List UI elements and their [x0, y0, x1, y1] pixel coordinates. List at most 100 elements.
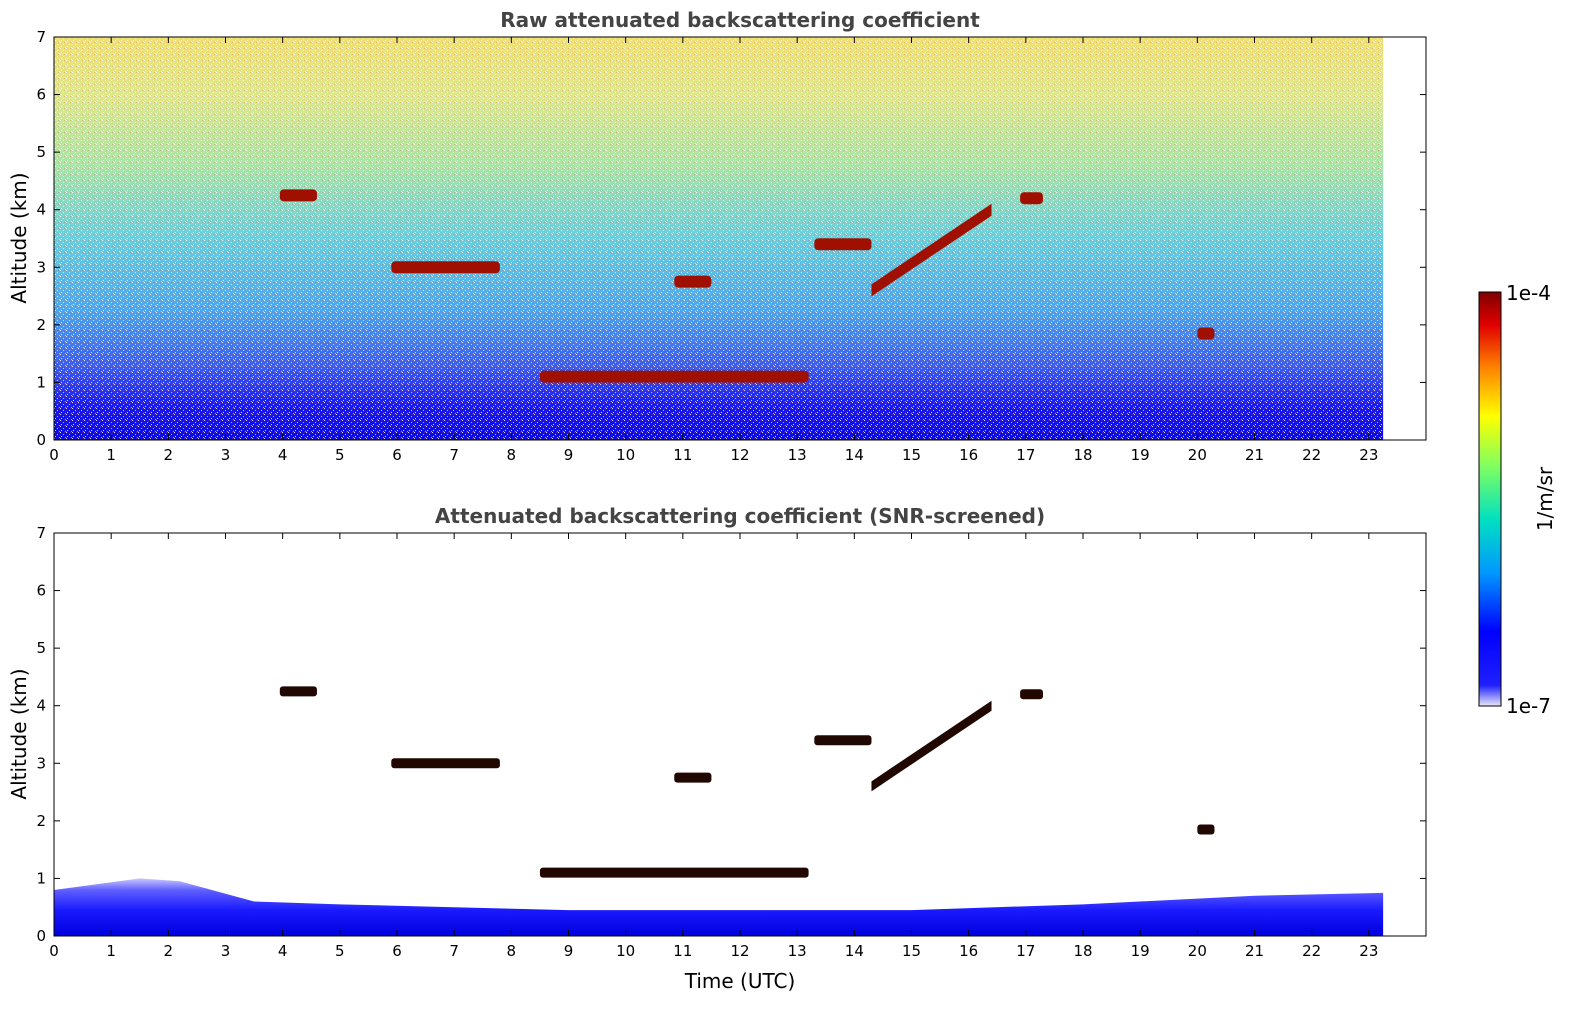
screened-cloud-layer — [674, 772, 712, 783]
screened-x-tick-label: 23 — [1359, 942, 1378, 960]
raw-features — [279, 189, 1215, 383]
screened-y-tick-label: 2 — [36, 812, 46, 830]
screened-x-tick-label: 12 — [730, 942, 749, 960]
screened-cloud-layer — [539, 867, 809, 878]
raw-x-tick-label: 10 — [616, 446, 635, 464]
screened-x-tick-label: 4 — [278, 942, 288, 960]
colorbar-min-label: 1e-7 — [1506, 694, 1551, 718]
screened-x-tick-label: 22 — [1302, 942, 1321, 960]
raw-y-tick-label: 3 — [36, 258, 46, 276]
screened-x-tick-label: 3 — [221, 942, 231, 960]
raw-y-tick-label: 5 — [36, 143, 46, 161]
raw-x-tick-label: 3 — [221, 446, 231, 464]
screened-x-tick-label: 16 — [959, 942, 978, 960]
colorbar-gradient — [1478, 291, 1502, 707]
raw-x-tick-label: 20 — [1188, 446, 1207, 464]
raw-x-tick-label: 23 — [1359, 446, 1378, 464]
panel-raw: Raw attenuated backscattering coefficien… — [7, 8, 1427, 464]
raw-x-tick-label: 21 — [1245, 446, 1264, 464]
raw-y-tick-label: 0 — [36, 431, 46, 449]
raw-x-tick-label: 4 — [278, 446, 288, 464]
raw-x-tick-label: 13 — [788, 446, 807, 464]
screened-x-tick-label: 11 — [673, 942, 692, 960]
screened-y-tick-label: 6 — [36, 582, 46, 600]
raw-x-tick-label: 11 — [673, 446, 692, 464]
panel-raw-ylabel: Altitude (km) — [7, 172, 31, 303]
screened-x-tick-label: 1 — [106, 942, 116, 960]
raw-y-axis: 0 1 2 3 4 5 6 7 — [36, 28, 1426, 449]
screened-x-tick-label: 5 — [335, 942, 345, 960]
raw-x-tick-label: 16 — [959, 446, 978, 464]
raw-cloud-layer — [539, 370, 809, 383]
raw-x-tick-label: 17 — [1016, 446, 1035, 464]
screened-y-tick-label: 4 — [36, 697, 46, 715]
screened-x-tick-label: 17 — [1016, 942, 1035, 960]
screened-x-tick-label: 10 — [616, 942, 635, 960]
screened-x-tick-label: 20 — [1188, 942, 1207, 960]
screened-cloud-layer — [1197, 824, 1215, 835]
screened-x-tick-label: 2 — [164, 942, 174, 960]
raw-x-tick-label: 8 — [507, 446, 517, 464]
raw-x-axis: 0 1 2 3 4 5 6 7 8 9 10 11 12 13 14 15 16 17 18 19 20 21 22 23 — [49, 37, 1378, 464]
screened-y-tick-label: 1 — [36, 869, 46, 887]
raw-y-tick-label: 7 — [36, 28, 46, 46]
screened-x-tick-label: 9 — [564, 942, 574, 960]
screened-x-tick-label: 18 — [1073, 942, 1092, 960]
screened-cloud-layer — [871, 700, 992, 792]
panel-screened: Attenuated backscattering coefficient (S… — [7, 504, 1427, 993]
screened-x-tick-label: 14 — [845, 942, 864, 960]
screened-x-tick-label: 13 — [788, 942, 807, 960]
screened-x-tick-label: 7 — [449, 942, 459, 960]
panel-raw-plot — [54, 37, 1384, 440]
panel-screened-xlabel: Time (UTC) — [684, 969, 796, 993]
raw-cloud-layer — [814, 238, 872, 251]
boundary-layer — [54, 878, 1384, 936]
screened-cloud-layer — [279, 686, 317, 697]
raw-y-tick-label: 2 — [36, 316, 46, 334]
raw-cloud-layer — [391, 261, 500, 274]
raw-y-tick-label: 4 — [36, 201, 46, 219]
colorbar: 1e-4 1e-7 1/m/sr — [1478, 281, 1557, 718]
panel-screened-plot — [54, 533, 1426, 936]
screened-x-tick-label: 6 — [392, 942, 402, 960]
screened-y-axis: 0 1 2 3 4 5 6 7 — [36, 524, 1426, 945]
raw-x-tick-label: 7 — [449, 446, 459, 464]
screened-y-tick-label: 0 — [36, 927, 46, 945]
raw-x-tick-label: 14 — [845, 446, 864, 464]
screened-features — [279, 686, 1215, 878]
raw-cloud-layer — [1197, 327, 1215, 340]
raw-y-tick-label: 6 — [36, 86, 46, 104]
screened-x-tick-label: 21 — [1245, 942, 1264, 960]
raw-cloud-layer — [1020, 192, 1043, 205]
colorbar-unit-label: 1/m/sr — [1533, 466, 1557, 531]
raw-x-tick-label: 19 — [1131, 446, 1150, 464]
raw-x-tick-label: 6 — [392, 446, 402, 464]
screened-x-tick-label: 19 — [1131, 942, 1150, 960]
raw-x-tick-label: 0 — [49, 446, 59, 464]
raw-x-tick-label: 22 — [1302, 446, 1321, 464]
raw-y-tick-label: 1 — [36, 373, 46, 391]
screened-x-tick-label: 15 — [902, 942, 921, 960]
screened-y-tick-label: 3 — [36, 754, 46, 772]
screened-x-tick-label: 0 — [49, 942, 59, 960]
raw-x-tick-label: 5 — [335, 446, 345, 464]
screened-y-tick-label: 5 — [36, 639, 46, 657]
raw-x-tick-label: 2 — [164, 446, 174, 464]
screened-x-axis: 0 1 2 3 4 5 6 7 8 9 10 11 12 13 14 15 16 17 18 19 20 21 22 23 — [49, 533, 1378, 960]
raw-x-tick-label: 18 — [1073, 446, 1092, 464]
screened-x-tick-label: 8 — [507, 942, 517, 960]
screened-cloud-layer — [391, 758, 500, 769]
raw-x-tick-label: 15 — [902, 446, 921, 464]
raw-x-tick-label: 12 — [730, 446, 749, 464]
raw-cloud-layer — [871, 203, 992, 297]
raw-cloud-layer — [674, 275, 712, 288]
raw-x-tick-label: 9 — [564, 446, 574, 464]
raw-x-tick-label: 1 — [106, 446, 116, 464]
panel-screened-ylabel: Altitude (km) — [7, 668, 31, 799]
panel-screened-title: Attenuated backscattering coefficient (S… — [435, 504, 1045, 528]
colorbar-max-label: 1e-4 — [1506, 281, 1551, 305]
screened-y-tick-label: 7 — [36, 524, 46, 542]
raw-cloud-layer — [279, 189, 317, 202]
panel-raw-title: Raw attenuated backscattering coefficien… — [500, 8, 980, 32]
